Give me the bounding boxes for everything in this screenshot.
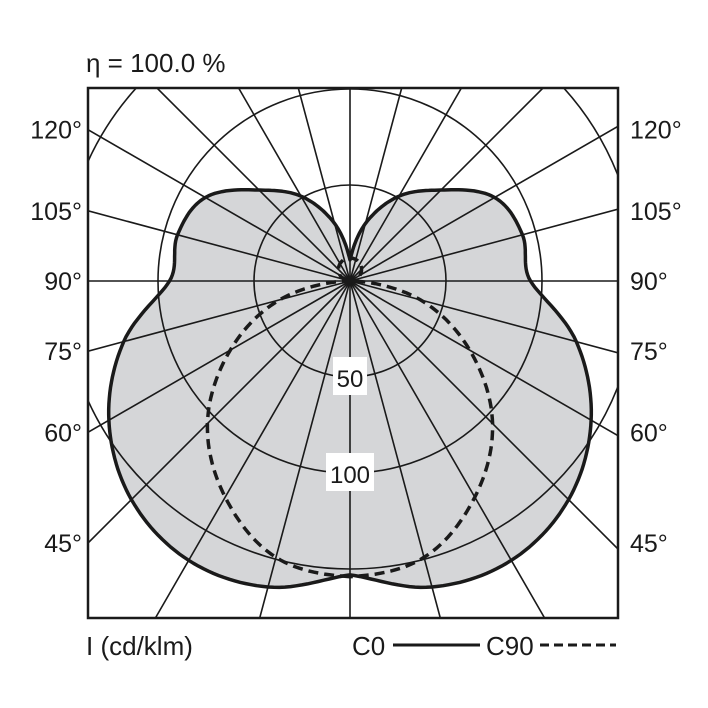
angle-label-left-120: 120°: [30, 117, 82, 145]
legend-c90-label: C90: [486, 631, 534, 661]
grid-line-120deg: [349, 125, 618, 282]
efficiency-label: η = 100.0 %: [86, 48, 226, 78]
angle-label-left-45: 45°: [44, 530, 82, 558]
grid-line-30deg: [349, 280, 546, 618]
plot-area: 50 100: [88, 88, 618, 618]
angle-label-left-90: 90°: [44, 268, 82, 296]
grid-line-165deg: [297, 88, 351, 282]
angle-label-left-105: 105°: [30, 198, 82, 226]
grid-line-105deg: [88, 210, 351, 282]
radial-label-100-bg: [326, 453, 374, 491]
angle-label-left-60: 60°: [44, 419, 82, 447]
grid-line-135deg: [156, 88, 351, 282]
unit-label: I (cd/klm): [86, 631, 193, 661]
grid-line-45deg: [349, 280, 618, 550]
legend-c0-label: C0: [352, 631, 385, 661]
grid-line-150deg: [349, 88, 463, 282]
grid-line-135deg: [349, 88, 544, 282]
grid-line-30deg: [154, 280, 351, 618]
grid-line-165deg: [349, 88, 403, 282]
radial-label-100: 100: [330, 462, 370, 489]
grid-line-60deg: [88, 280, 351, 433]
angle-labels: 120° 120° 105° 105° 90° 90° 75° 75° 60° 60° 45° 45°: [30, 117, 681, 558]
grid-line-150deg: [237, 88, 351, 282]
angle-label-right-90: 90°: [630, 268, 668, 296]
angle-label-right-75: 75°: [630, 338, 668, 366]
plot-frame: [86, 86, 620, 620]
grid-line-60deg: [349, 280, 618, 437]
grid-line-75deg: [88, 280, 351, 352]
angle-label-right-45: 45°: [630, 530, 668, 558]
grid-line-105deg: [349, 208, 618, 282]
grid-line-15deg: [258, 280, 351, 618]
angle-label-left-75: 75°: [44, 338, 82, 366]
angle-label-right-120: 120°: [630, 117, 682, 145]
radial-label-50-bg: [333, 357, 367, 395]
angle-label-right-60: 60°: [630, 419, 668, 447]
grid-line-75deg: [349, 280, 618, 354]
radial-label-50: 50: [337, 366, 364, 393]
angle-label-right-105: 105°: [630, 198, 682, 226]
c0-curve: [106, 188, 594, 590]
grid-line-120deg: [88, 129, 351, 282]
grid-line-15deg: [349, 280, 442, 618]
